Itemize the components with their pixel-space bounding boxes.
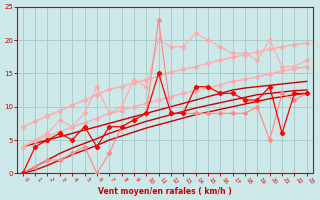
X-axis label: Vent moyen/en rafales ( km/h ): Vent moyen/en rafales ( km/h ) [98,187,232,196]
